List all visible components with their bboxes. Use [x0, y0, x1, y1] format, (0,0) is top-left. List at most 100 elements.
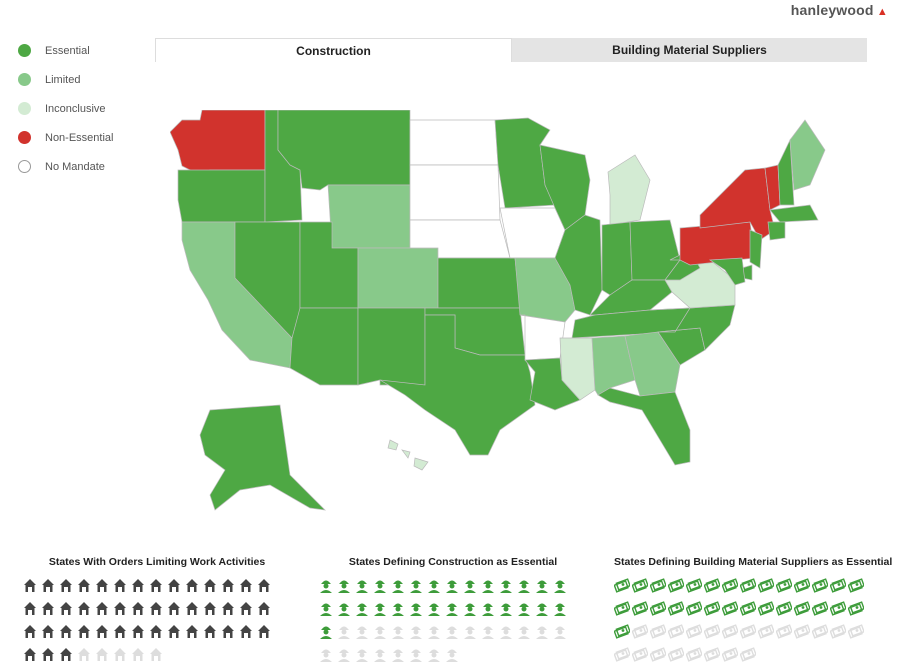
legend-item-limited[interactable]: Limited: [18, 65, 113, 94]
legend-label: No Mandate: [45, 160, 105, 173]
stat-suppliers-essential: States Defining Building Material Suppli…: [613, 556, 892, 667]
money-icon: [739, 601, 758, 621]
house-icon: [76, 601, 94, 621]
money-icon: [613, 578, 632, 598]
state-wa[interactable]: [170, 110, 266, 175]
state-ks[interactable]: [437, 257, 521, 309]
worker-icon: [534, 578, 552, 598]
worker-icon: [336, 601, 354, 621]
worker-icon: [552, 578, 570, 598]
state-nd[interactable]: [409, 119, 499, 166]
house-icon: [22, 578, 40, 598]
tab-bar: Construction Building Material Suppliers: [155, 38, 867, 62]
house-icon: [58, 601, 76, 621]
worker-icon: [318, 647, 336, 667]
house-icon: [130, 601, 148, 621]
state-sd[interactable]: [409, 164, 501, 221]
state-me[interactable]: [789, 119, 826, 191]
state-md[interactable]: [708, 257, 746, 286]
state-ms[interactable]: [559, 337, 596, 401]
house-icon: [148, 624, 166, 644]
worker-icon: [480, 624, 498, 644]
house-icon: [238, 578, 256, 598]
state-pa[interactable]: [679, 221, 756, 266]
money-icon: [829, 578, 848, 598]
worker-icon: [354, 601, 372, 621]
money-icon: [649, 601, 668, 621]
icon-grid: [22, 578, 292, 667]
house-icon: [130, 624, 148, 644]
house-icon: [76, 578, 94, 598]
legend-item-essential[interactable]: Essential: [18, 36, 113, 65]
worker-icon: [534, 624, 552, 644]
house-icon: [112, 647, 130, 667]
state-or[interactable]: [177, 169, 266, 223]
worker-icon: [462, 624, 480, 644]
worker-icon: [426, 624, 444, 644]
worker-icon: [552, 601, 570, 621]
state-wy[interactable]: [327, 184, 411, 249]
worker-icon: [426, 578, 444, 598]
money-icon: [631, 601, 650, 621]
money-icon: [667, 601, 686, 621]
money-icon: [847, 624, 866, 644]
state-ak[interactable]: [199, 404, 326, 511]
worker-icon: [390, 601, 408, 621]
house-icon: [166, 578, 184, 598]
money-icon: [757, 601, 776, 621]
state-ar[interactable]: [519, 314, 566, 361]
money-icon: [667, 624, 686, 644]
money-icon: [811, 601, 830, 621]
worker-icon: [390, 647, 408, 667]
money-icon: [703, 601, 722, 621]
worker-icon: [318, 601, 336, 621]
state-la[interactable]: [524, 357, 581, 411]
worker-icon: [426, 647, 444, 667]
money-icon: [631, 578, 650, 598]
money-icon: [685, 601, 704, 621]
state-az[interactable]: [289, 307, 359, 386]
house-icon: [40, 578, 58, 598]
state-ct[interactable]: [767, 221, 786, 241]
state-hi[interactable]: [387, 439, 429, 471]
state-nj[interactable]: [749, 229, 763, 269]
state-co[interactable]: [357, 247, 439, 309]
money-icon: [811, 624, 830, 644]
state-ia[interactable]: [499, 207, 566, 259]
house-icon: [112, 578, 130, 598]
worker-icon: [480, 601, 498, 621]
worker-icon: [372, 624, 390, 644]
worker-icon: [516, 601, 534, 621]
house-icon: [184, 624, 202, 644]
state-nm[interactable]: [357, 307, 426, 386]
worker-icon: [552, 624, 570, 644]
legend-item-non-essential[interactable]: Non-Essential: [18, 123, 113, 152]
money-icon: [703, 578, 722, 598]
state-fl[interactable]: [597, 387, 691, 466]
worker-icon: [372, 601, 390, 621]
worker-icon: [336, 624, 354, 644]
tab-building-material-suppliers[interactable]: Building Material Suppliers: [512, 38, 867, 62]
money-icon: [793, 578, 812, 598]
worker-icon: [318, 624, 336, 644]
state-mi[interactable]: [607, 154, 651, 226]
money-icon: [721, 578, 740, 598]
money-icon: [685, 647, 704, 667]
worker-icon: [408, 624, 426, 644]
worker-icon: [408, 601, 426, 621]
worker-icon: [372, 578, 390, 598]
worker-icon: [336, 578, 354, 598]
house-icon: [112, 601, 130, 621]
money-icon: [667, 647, 686, 667]
legend-item-inconclusive[interactable]: Inconclusive: [18, 94, 113, 123]
state-ma[interactable]: [769, 204, 819, 223]
worker-icon: [462, 601, 480, 621]
state-nh[interactable]: [777, 138, 795, 206]
money-icon: [649, 578, 668, 598]
brand-logo: hanleywood ▲: [790, 2, 888, 18]
legend-item-no-mandate[interactable]: No Mandate: [18, 152, 113, 181]
tab-construction[interactable]: Construction: [155, 38, 512, 62]
house-icon: [112, 624, 130, 644]
money-icon: [739, 624, 758, 644]
money-icon: [649, 647, 668, 667]
